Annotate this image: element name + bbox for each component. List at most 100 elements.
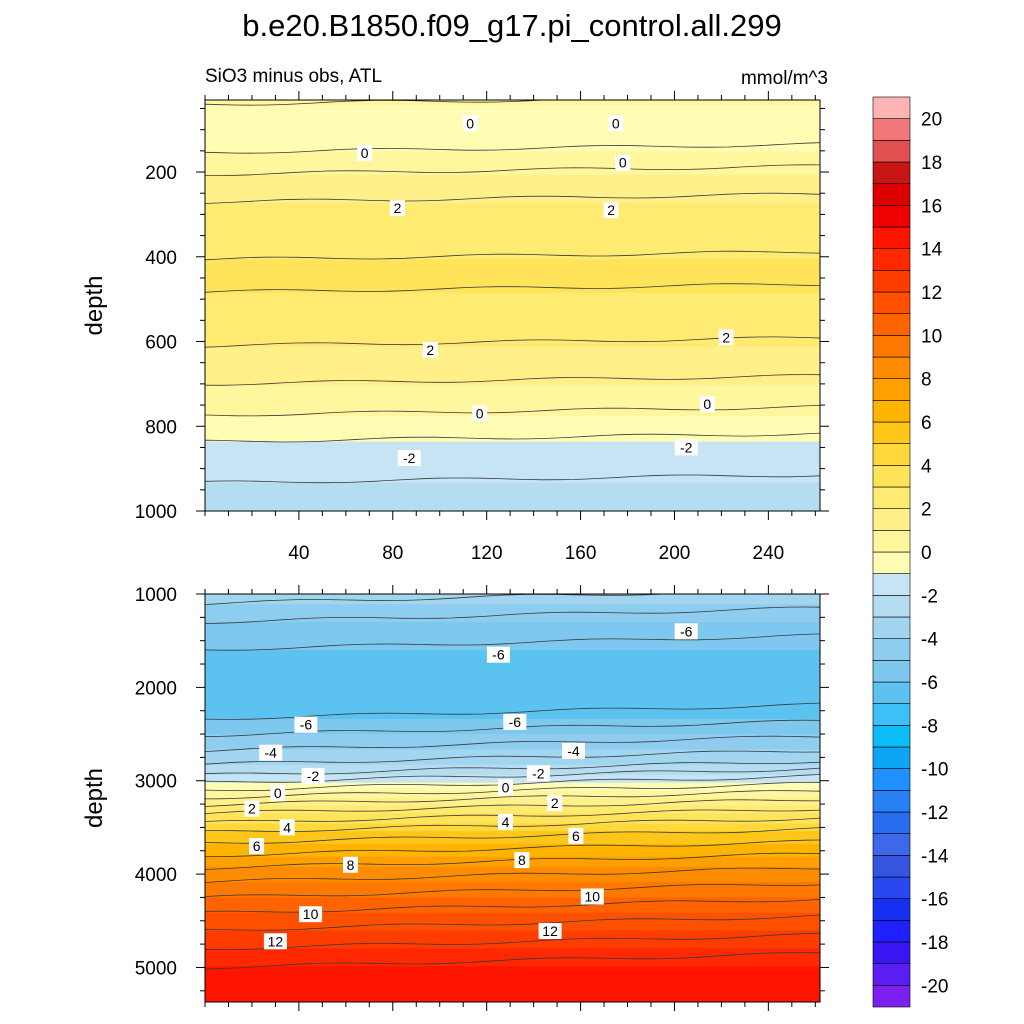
- contour-band: [205, 678, 820, 682]
- contour-band: [205, 459, 820, 463]
- colorbar-swatch: [872, 205, 911, 228]
- contour-band: [205, 277, 820, 281]
- contour-band: [205, 179, 820, 183]
- contour-label-bg: [699, 396, 715, 413]
- colorbar-label: -6: [921, 673, 938, 694]
- contour-label-bg: [486, 646, 510, 663]
- colorbar-swatch: [872, 725, 911, 748]
- contour-band: [205, 423, 820, 427]
- contour-band: [205, 418, 820, 422]
- contour-label-bg: [390, 200, 405, 216]
- contour-label: 0: [502, 779, 510, 795]
- contour-label: -6: [492, 647, 505, 663]
- contour-band: [205, 439, 820, 443]
- contour-label-bg: [301, 768, 325, 785]
- contour-band: [205, 231, 820, 235]
- colorbar-swatch: [872, 443, 911, 466]
- contour-band: [205, 604, 820, 608]
- contour-line: [205, 952, 820, 970]
- contour-band: [205, 403, 820, 407]
- contour-band: [205, 731, 820, 735]
- contour-label: 0: [619, 155, 627, 171]
- chart-subtitle-variable: SiO3 minus obs, ATL: [205, 66, 383, 87]
- contour-band: [205, 133, 820, 137]
- contour-band: [205, 218, 820, 222]
- contour-band: [205, 243, 820, 248]
- contour-band: [205, 805, 820, 809]
- contour-band: [205, 377, 820, 381]
- contour-band: [205, 141, 820, 145]
- y-tick-label: 200: [145, 163, 177, 184]
- contour-band: [205, 495, 820, 499]
- colorbar-swatch: [872, 616, 911, 639]
- contour-line: [205, 790, 820, 807]
- colorbar-swatch: [872, 595, 911, 618]
- contour-line: [205, 914, 820, 931]
- contour-label-bg: [498, 813, 513, 830]
- contour-band: [205, 938, 820, 942]
- contour-band: [205, 645, 820, 649]
- contour-label-bg: [718, 329, 734, 346]
- contour-band: [205, 153, 820, 158]
- contour-band: [205, 657, 820, 661]
- contour-label: -2: [307, 768, 320, 784]
- contour-band: [205, 300, 820, 304]
- contour-band: [205, 238, 820, 242]
- contour-band: [205, 915, 820, 919]
- contour-label-bg: [603, 202, 619, 219]
- contour-band: [205, 912, 820, 916]
- y-axis-title: depth: [81, 768, 108, 828]
- contour-line: [205, 432, 820, 443]
- contour-line: [205, 867, 820, 883]
- contour-band: [205, 305, 820, 309]
- colorbar-swatch: [872, 248, 911, 271]
- contour-band: [205, 968, 820, 972]
- contour-band: [205, 647, 820, 651]
- contour-line: [205, 250, 820, 261]
- contour-band: [205, 105, 820, 109]
- contour-band: [205, 673, 820, 677]
- contour-band: [205, 973, 820, 978]
- contour-band: [205, 675, 820, 679]
- colorbar-label: 6: [921, 413, 932, 434]
- colorbar-swatch: [872, 920, 911, 943]
- contour-label: -4: [264, 745, 277, 761]
- colorbar-swatch: [872, 660, 911, 683]
- colorbar-swatch: [872, 703, 911, 726]
- contour-label-bg: [397, 450, 421, 466]
- contour-band: [205, 379, 820, 384]
- contour-band: [205, 767, 820, 771]
- contour-band: [205, 887, 820, 891]
- colorbar-swatch: [872, 963, 911, 986]
- contour-label: 2: [248, 801, 256, 817]
- contour-band: [205, 323, 820, 327]
- contour-band: [205, 775, 820, 779]
- contour-band: [205, 966, 820, 970]
- colorbar-swatch: [872, 226, 911, 249]
- contour-lines: [205, 100, 820, 484]
- colorbar-swatch: [872, 465, 911, 488]
- contour-band: [205, 341, 820, 345]
- colorbar-swatch: [872, 681, 911, 704]
- contour-band: [205, 894, 820, 899]
- contour-band: [205, 421, 820, 425]
- contour-band: [205, 616, 820, 621]
- contour-band: [205, 490, 820, 494]
- contour-band: [205, 356, 820, 361]
- contour-band: [205, 670, 820, 674]
- contour-band: [205, 601, 820, 605]
- colorbar-label: -14: [921, 846, 949, 867]
- contour-band: [205, 362, 820, 366]
- contour-band: [205, 469, 820, 474]
- contour-band: [205, 354, 820, 358]
- colorbar-swatch: [872, 573, 911, 596]
- contour-band: [205, 498, 820, 502]
- contour-label: 2: [722, 329, 730, 345]
- y-tick-label: 800: [145, 417, 177, 438]
- contour-band: [205, 385, 820, 389]
- contour-band: [205, 315, 820, 319]
- contour-band: [205, 900, 820, 904]
- contour-band: [205, 902, 820, 906]
- contour-band: [205, 200, 820, 204]
- contour-band: [205, 861, 820, 865]
